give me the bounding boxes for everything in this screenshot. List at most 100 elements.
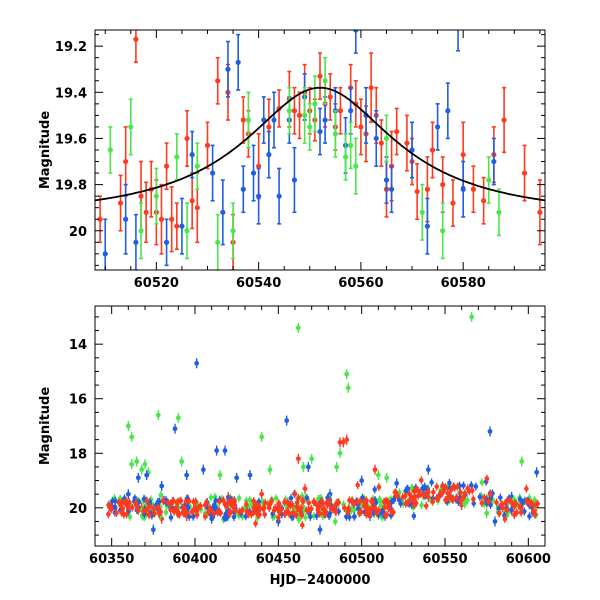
data-point-blue xyxy=(373,135,379,142)
data-point-red xyxy=(501,117,507,123)
data-point-red xyxy=(261,506,266,512)
data-point-green xyxy=(344,371,350,377)
data-point-red xyxy=(368,85,374,91)
data-point-red xyxy=(537,209,543,215)
data-point-green xyxy=(215,239,221,245)
x-tick-label: 60350 xyxy=(89,552,134,567)
data-point-red xyxy=(299,512,305,518)
data-point-blue xyxy=(235,59,241,65)
data-point-green xyxy=(194,163,200,169)
data-point-blue xyxy=(210,170,216,176)
data-point-red xyxy=(404,140,410,146)
data-point-blue xyxy=(534,469,540,475)
data-point-red xyxy=(337,439,343,445)
data-point-green xyxy=(440,228,446,234)
data-point-blue xyxy=(200,467,206,473)
data-point-red xyxy=(143,209,149,215)
bottom-panel: 60350 60400 60450 60500 60550 60600 14 16 18 20 Ma… xyxy=(38,305,551,588)
data-point-red xyxy=(502,516,508,522)
data-point-red xyxy=(117,200,124,206)
data-point-green xyxy=(155,412,161,418)
data-point-red xyxy=(198,503,203,509)
data-point-green xyxy=(469,314,475,320)
data-point-red xyxy=(211,510,216,516)
data-point-red xyxy=(342,505,347,511)
data-point-green xyxy=(163,510,169,515)
data-point-blue xyxy=(133,239,139,245)
data-point-red xyxy=(442,486,447,492)
data-point-red xyxy=(418,491,423,497)
data-point-red xyxy=(355,482,360,488)
data-point-green xyxy=(378,498,383,503)
data-point-blue xyxy=(214,448,220,453)
data-point-blue xyxy=(234,475,240,481)
data-point-green xyxy=(465,497,470,503)
data-point-blue xyxy=(256,193,262,199)
data-point-green xyxy=(486,177,492,183)
data-point-red xyxy=(458,498,463,504)
data-point-blue xyxy=(305,464,311,470)
data-point-blue xyxy=(447,480,452,486)
data-point-red xyxy=(151,505,156,511)
data-point-blue xyxy=(488,502,493,508)
data-point-blue xyxy=(491,158,497,165)
data-point-blue xyxy=(172,426,178,432)
data-point-red xyxy=(297,508,303,513)
data-point-red xyxy=(346,508,352,513)
data-point-red xyxy=(266,124,272,130)
data-point-green xyxy=(127,514,133,520)
data-point-green xyxy=(184,228,190,234)
data-point-red xyxy=(252,508,257,514)
data-point-blue xyxy=(163,239,170,245)
data-point-red xyxy=(189,509,195,515)
y-axis-label: Magnitude xyxy=(38,111,53,190)
x-tick-label: 60400 xyxy=(172,552,217,567)
data-point-blue xyxy=(222,448,228,453)
data-point-red xyxy=(340,439,346,445)
data-point-blue xyxy=(352,514,357,519)
data-point-blue xyxy=(498,495,503,500)
data-point-blue xyxy=(247,472,253,478)
data-point-red xyxy=(327,94,333,100)
data-point-red xyxy=(231,502,236,508)
x-axis-label: HJD−2400000 xyxy=(270,573,371,588)
data-point-red xyxy=(262,512,268,517)
data-point-blue xyxy=(348,108,354,114)
data-point-blue xyxy=(359,478,365,483)
x-tick-label: 60560 xyxy=(338,276,383,291)
data-point-red xyxy=(161,498,166,504)
data-point-blue xyxy=(144,472,150,478)
data-point-red xyxy=(194,205,200,211)
data-point-red xyxy=(300,522,305,528)
data-point-red xyxy=(237,509,242,515)
data-point-red xyxy=(259,491,265,497)
data-point-red xyxy=(240,117,246,123)
data-point-red xyxy=(455,484,460,490)
data-point-green xyxy=(353,163,359,169)
data-point-red xyxy=(451,484,456,489)
data-point-red xyxy=(227,511,232,516)
data-point-red xyxy=(226,499,232,505)
data-point-blue xyxy=(509,507,514,512)
data-point-green xyxy=(245,117,252,123)
data-point-red xyxy=(450,497,456,503)
data-point-red xyxy=(402,493,408,499)
data-point-green xyxy=(302,112,308,118)
data-point-blue xyxy=(189,152,195,158)
data-point-blue xyxy=(186,514,192,519)
data-point-blue xyxy=(425,467,431,473)
data-point-green xyxy=(267,467,273,473)
data-point-red xyxy=(262,500,268,506)
data-point-green xyxy=(334,464,340,470)
data-point-red xyxy=(138,193,144,199)
data-point-red xyxy=(334,500,340,506)
data-point-green xyxy=(139,467,145,473)
data-point-green xyxy=(208,495,214,500)
data-point-red xyxy=(357,510,362,516)
data-point-green xyxy=(236,495,242,501)
data-point-red xyxy=(256,163,262,169)
data-point-red xyxy=(282,511,287,517)
data-point-blue xyxy=(112,504,118,510)
data-point-red xyxy=(481,198,487,204)
